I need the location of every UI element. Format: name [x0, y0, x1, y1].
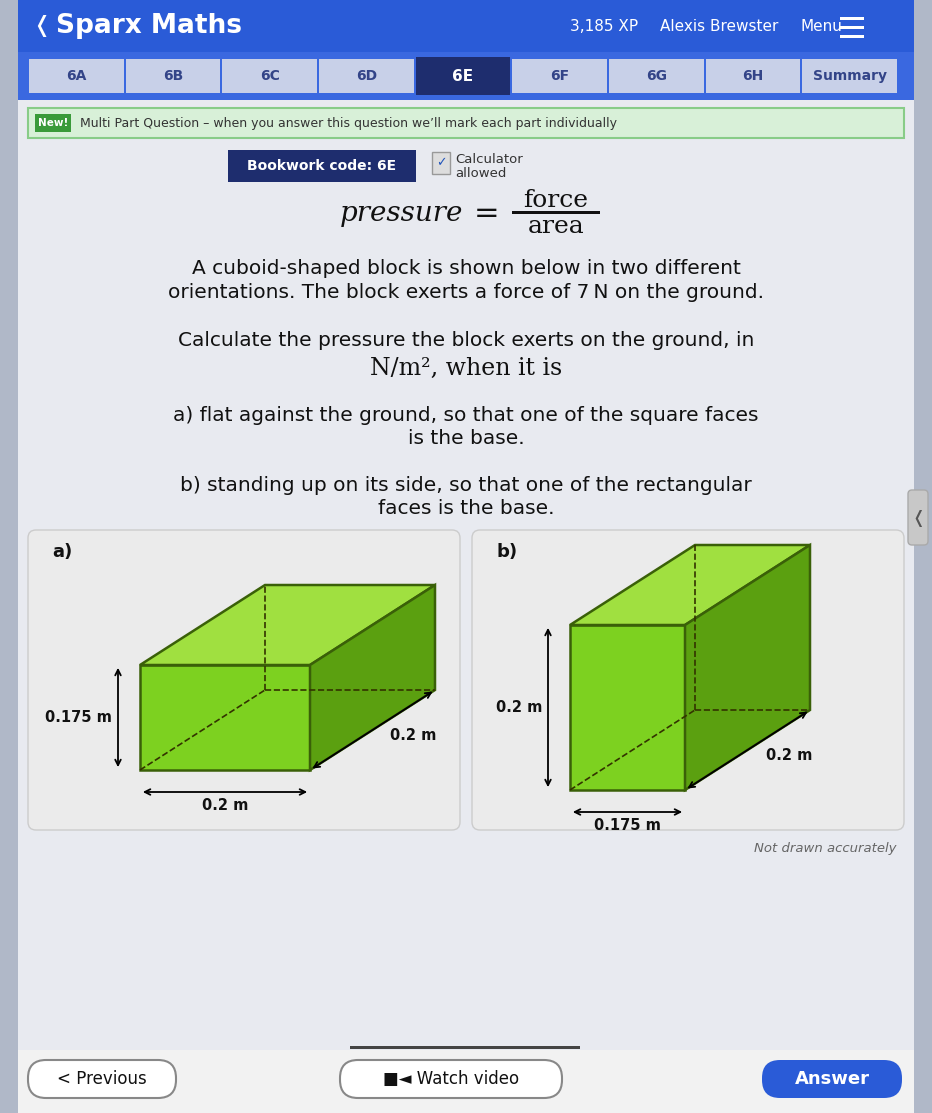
- FancyBboxPatch shape: [762, 1060, 902, 1099]
- Text: ❬: ❬: [32, 14, 50, 37]
- Text: faces is the base.: faces is the base.: [377, 499, 555, 518]
- Bar: [840, 17, 864, 20]
- Text: b) standing up on its side, so that one of the rectangular: b) standing up on its side, so that one …: [180, 475, 752, 494]
- Text: New!: New!: [38, 118, 68, 128]
- Text: pressure: pressure: [340, 199, 463, 227]
- Text: 6E: 6E: [452, 69, 473, 83]
- FancyBboxPatch shape: [28, 530, 460, 830]
- Text: ❬: ❬: [911, 509, 925, 526]
- Text: Not drawn accurately: Not drawn accurately: [753, 841, 896, 855]
- Text: 6F: 6F: [550, 69, 569, 83]
- Text: force: force: [524, 188, 588, 211]
- Text: 6A: 6A: [66, 69, 87, 83]
- Bar: [228, 150, 416, 183]
- Bar: [350, 1046, 580, 1048]
- FancyBboxPatch shape: [28, 1060, 176, 1099]
- Bar: [29, 59, 124, 93]
- Text: Multi Part Question – when you answer this question we’ll mark each part individ: Multi Part Question – when you answer th…: [80, 117, 617, 129]
- Bar: [223, 59, 317, 93]
- Text: ✓: ✓: [436, 157, 446, 169]
- Text: allowed: allowed: [455, 167, 506, 179]
- Text: 0.2 m: 0.2 m: [202, 798, 248, 812]
- Text: area: area: [528, 215, 584, 237]
- Text: 0.2 m: 0.2 m: [496, 700, 542, 715]
- Bar: [706, 59, 801, 93]
- Bar: [416, 57, 511, 95]
- Bar: [840, 35, 864, 38]
- Text: 0.175 m: 0.175 m: [594, 818, 661, 833]
- Bar: [432, 152, 450, 174]
- Bar: [35, 114, 71, 132]
- Text: 0.2 m: 0.2 m: [765, 748, 812, 762]
- Polygon shape: [570, 626, 685, 790]
- Text: Calculate the pressure the block exerts on the ground, in: Calculate the pressure the block exerts …: [178, 331, 754, 349]
- Text: Bookwork code: 6E: Bookwork code: 6E: [247, 159, 396, 173]
- Text: Calculator: Calculator: [455, 152, 523, 166]
- Bar: [319, 59, 414, 93]
- Text: N/m², when it is: N/m², when it is: [370, 356, 562, 380]
- FancyBboxPatch shape: [472, 530, 904, 830]
- Text: Menu: Menu: [800, 19, 842, 33]
- Text: Summary: Summary: [813, 69, 886, 83]
- Text: ■◄ Watch video: ■◄ Watch video: [383, 1070, 519, 1089]
- Text: 6B: 6B: [163, 69, 183, 83]
- Polygon shape: [685, 545, 810, 790]
- Text: 6D: 6D: [356, 69, 377, 83]
- Bar: [18, 1050, 914, 1113]
- Text: 0.2 m: 0.2 m: [391, 728, 437, 742]
- Text: 6H: 6H: [743, 69, 763, 83]
- Polygon shape: [140, 585, 435, 664]
- Polygon shape: [310, 585, 435, 770]
- Text: 3,185 XP: 3,185 XP: [570, 19, 638, 33]
- Text: < Previous: < Previous: [57, 1070, 147, 1089]
- Polygon shape: [140, 664, 310, 770]
- Polygon shape: [570, 545, 810, 626]
- Text: is the base.: is the base.: [407, 429, 525, 447]
- Bar: [126, 59, 220, 93]
- Text: b): b): [496, 543, 517, 561]
- Text: Alexis Brewster: Alexis Brewster: [660, 19, 778, 33]
- Text: a): a): [52, 543, 73, 561]
- Text: A cuboid-shaped block is shown below in two different: A cuboid-shaped block is shown below in …: [192, 258, 740, 277]
- Bar: [28, 108, 904, 138]
- FancyBboxPatch shape: [908, 490, 928, 545]
- Text: =: =: [474, 198, 500, 227]
- Text: 0.175 m: 0.175 m: [45, 710, 112, 725]
- Text: 6G: 6G: [646, 69, 666, 83]
- Bar: [840, 26, 864, 29]
- FancyBboxPatch shape: [340, 1060, 562, 1099]
- Text: orientations. The block exerts a force of 7 N on the ground.: orientations. The block exerts a force o…: [168, 283, 764, 302]
- Bar: [609, 59, 704, 93]
- Text: Sparx Maths: Sparx Maths: [56, 13, 242, 39]
- Bar: [512, 211, 600, 214]
- Bar: [18, 52, 914, 100]
- Text: a) flat against the ground, so that one of the square faces: a) flat against the ground, so that one …: [173, 405, 759, 424]
- Bar: [18, 0, 914, 52]
- Text: 6C: 6C: [260, 69, 280, 83]
- Text: Answer: Answer: [794, 1070, 870, 1089]
- Bar: [802, 59, 897, 93]
- Bar: [513, 59, 607, 93]
